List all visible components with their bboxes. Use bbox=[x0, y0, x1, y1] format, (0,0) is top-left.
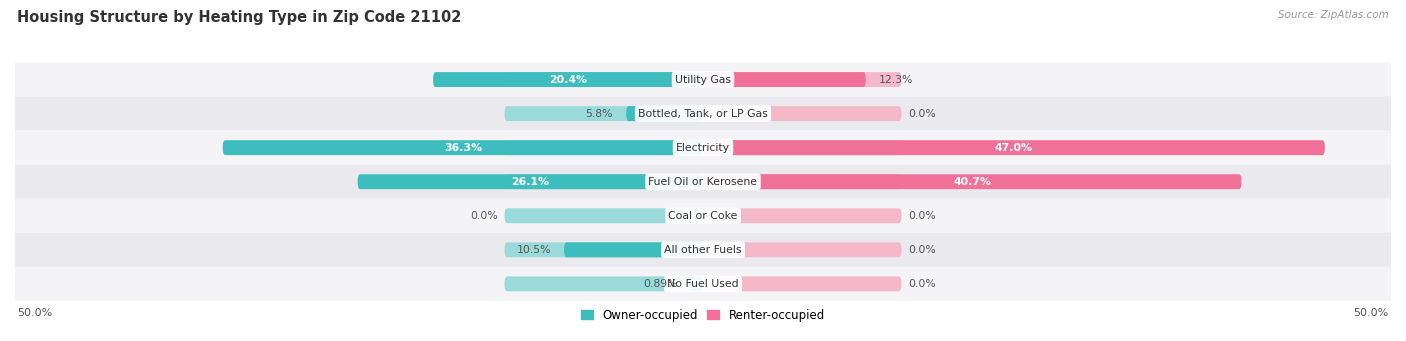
Text: 40.7%: 40.7% bbox=[953, 177, 991, 187]
Text: 50.0%: 50.0% bbox=[1353, 308, 1388, 318]
Text: 12.3%: 12.3% bbox=[879, 75, 914, 85]
FancyBboxPatch shape bbox=[703, 277, 901, 291]
FancyBboxPatch shape bbox=[505, 208, 703, 223]
FancyBboxPatch shape bbox=[15, 267, 1391, 301]
Text: All other Fuels: All other Fuels bbox=[664, 245, 742, 255]
FancyBboxPatch shape bbox=[703, 106, 901, 121]
FancyBboxPatch shape bbox=[15, 62, 1391, 97]
FancyBboxPatch shape bbox=[222, 140, 703, 155]
Text: 26.1%: 26.1% bbox=[512, 177, 550, 187]
FancyBboxPatch shape bbox=[15, 199, 1391, 233]
FancyBboxPatch shape bbox=[703, 72, 901, 87]
Text: 0.0%: 0.0% bbox=[470, 211, 498, 221]
Text: 0.0%: 0.0% bbox=[908, 279, 936, 289]
Text: Coal or Coke: Coal or Coke bbox=[668, 211, 738, 221]
Text: 0.0%: 0.0% bbox=[908, 211, 936, 221]
Text: Bottled, Tank, or LP Gas: Bottled, Tank, or LP Gas bbox=[638, 109, 768, 119]
FancyBboxPatch shape bbox=[703, 140, 901, 155]
Text: 5.8%: 5.8% bbox=[585, 109, 613, 119]
Text: 20.4%: 20.4% bbox=[550, 75, 588, 85]
FancyBboxPatch shape bbox=[564, 242, 703, 257]
Text: 0.89%: 0.89% bbox=[644, 279, 678, 289]
FancyBboxPatch shape bbox=[505, 72, 703, 87]
FancyBboxPatch shape bbox=[505, 174, 703, 189]
Text: Source: ZipAtlas.com: Source: ZipAtlas.com bbox=[1278, 10, 1389, 20]
FancyBboxPatch shape bbox=[703, 242, 901, 257]
Text: Housing Structure by Heating Type in Zip Code 21102: Housing Structure by Heating Type in Zip… bbox=[17, 10, 461, 25]
FancyBboxPatch shape bbox=[357, 174, 703, 189]
Text: 0.0%: 0.0% bbox=[908, 109, 936, 119]
FancyBboxPatch shape bbox=[703, 208, 901, 223]
Text: Fuel Oil or Kerosene: Fuel Oil or Kerosene bbox=[648, 177, 758, 187]
FancyBboxPatch shape bbox=[15, 131, 1391, 165]
FancyBboxPatch shape bbox=[692, 277, 703, 291]
FancyBboxPatch shape bbox=[505, 140, 703, 155]
Text: 47.0%: 47.0% bbox=[995, 143, 1033, 153]
FancyBboxPatch shape bbox=[505, 242, 703, 257]
FancyBboxPatch shape bbox=[703, 140, 1324, 155]
FancyBboxPatch shape bbox=[433, 72, 703, 87]
Legend: Owner-occupied, Renter-occupied: Owner-occupied, Renter-occupied bbox=[576, 304, 830, 326]
FancyBboxPatch shape bbox=[703, 174, 1241, 189]
FancyBboxPatch shape bbox=[15, 233, 1391, 267]
Text: 36.3%: 36.3% bbox=[444, 143, 482, 153]
Text: Electricity: Electricity bbox=[676, 143, 730, 153]
Text: 50.0%: 50.0% bbox=[18, 308, 53, 318]
Text: No Fuel Used: No Fuel Used bbox=[668, 279, 738, 289]
FancyBboxPatch shape bbox=[15, 97, 1391, 131]
FancyBboxPatch shape bbox=[703, 174, 901, 189]
FancyBboxPatch shape bbox=[626, 106, 703, 121]
FancyBboxPatch shape bbox=[15, 165, 1391, 199]
Text: Utility Gas: Utility Gas bbox=[675, 75, 731, 85]
FancyBboxPatch shape bbox=[505, 106, 703, 121]
FancyBboxPatch shape bbox=[505, 277, 703, 291]
Text: 10.5%: 10.5% bbox=[516, 245, 551, 255]
Text: 0.0%: 0.0% bbox=[908, 245, 936, 255]
FancyBboxPatch shape bbox=[703, 72, 866, 87]
